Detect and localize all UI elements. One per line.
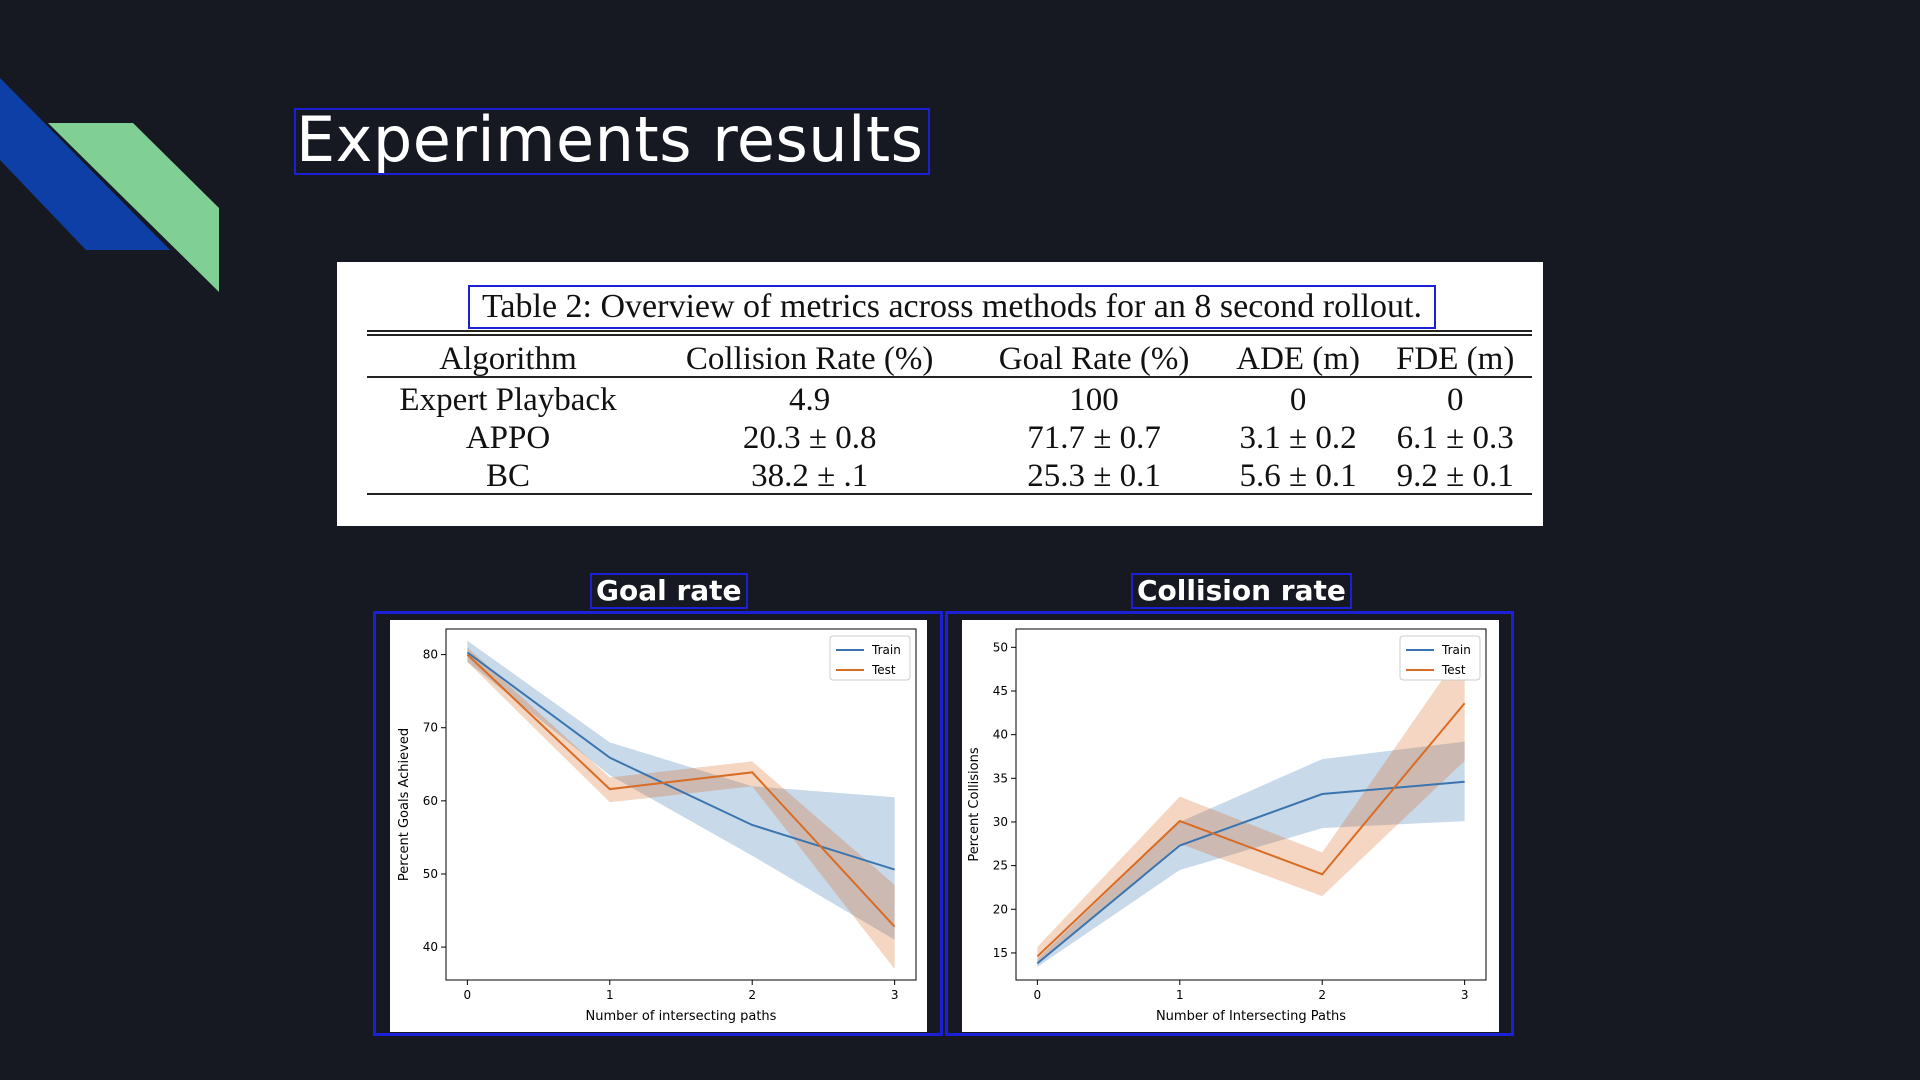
table-row: Expert Playback 4.9 100 0 0 (367, 381, 1532, 419)
collision-rate-title: Collision rate (1131, 573, 1352, 609)
collision-rate-chart: 0 1 2 3 15 20 25 30 35 40 45 50 Number of Intersecti… (962, 620, 1499, 1032)
table-cell: 9.2 ± 0.1 (1396, 458, 1514, 494)
y-tick-label: 30 (993, 815, 1008, 829)
column-header: ADE (m) (1236, 341, 1360, 377)
y-tick-label: 60 (423, 794, 438, 808)
series-line-test (1036, 702, 1466, 958)
table-cell: 6.1 ± 0.3 (1396, 420, 1514, 456)
y-tick-label: 25 (993, 859, 1008, 873)
table-caption: Table 2: Overview of metrics across meth… (468, 285, 1436, 329)
x-tick-label: 2 (748, 988, 756, 1002)
table-cell: 0 (1289, 382, 1307, 418)
bottom-rule (367, 493, 1532, 495)
header-rule (367, 376, 1532, 378)
top-rule-double (367, 334, 1532, 336)
goal-rate-chart: 0 1 2 3 40 50 60 70 80 Number of intersecting pat… (390, 620, 927, 1032)
blue-stripe (0, 78, 170, 250)
corner-decoration (0, 78, 219, 292)
column-header: FDE (m) (1396, 341, 1515, 377)
x-tick-label: 1 (606, 988, 614, 1002)
x-axis-label: Number of intersecting paths (586, 1009, 777, 1024)
table-cell: 25.3 ± 0.1 (1027, 458, 1161, 494)
y-tick-label: 45 (993, 684, 1008, 698)
table-cell: 100 (1069, 382, 1119, 418)
x-tick-label: 1 (1176, 988, 1184, 1002)
green-stripe (48, 123, 219, 292)
table-row: APPO 20.3 ± 0.8 71.7 ± 0.7 3.1 ± 0.2 6.1… (367, 419, 1532, 457)
x-tick-label: 0 (464, 988, 472, 1002)
top-rule (367, 330, 1532, 332)
legend-label-test: Test (871, 663, 896, 677)
x-axis-label: Number of Intersecting Paths (1156, 1009, 1346, 1024)
plot-area-frame (445, 628, 917, 981)
y-tick-label: 40 (423, 940, 438, 954)
goal-rate-plot-frame: 0 1 2 3 40 50 60 70 80 Number of intersecting pat… (373, 611, 943, 1036)
table-cell: 38.2 ± .1 (751, 458, 869, 494)
legend-label-test: Test (1441, 663, 1466, 677)
x-tick-label: 3 (1461, 988, 1469, 1002)
y-tick-label: 70 (423, 721, 438, 735)
series-line-train (466, 651, 895, 871)
series-line-test (466, 653, 896, 928)
collision-rate-plot-frame: 0 1 2 3 15 20 25 30 35 40 45 50 Number of Intersecti… (945, 611, 1514, 1036)
metrics-table: Algorithm Collision Rate (%) Goal Rate (… (367, 337, 1532, 495)
table-cell: 5.6 ± 0.1 (1239, 458, 1357, 494)
table-cell: APPO (465, 420, 551, 456)
y-tick-label: 50 (993, 640, 1008, 654)
column-header: Algorithm (439, 341, 577, 377)
table-cell: Expert Playback (399, 382, 617, 418)
y-axis-label: Percent Collisions (967, 747, 982, 861)
legend-label-train: Train (1441, 643, 1471, 657)
confidence-band-train (1037, 741, 1465, 967)
plot-area-frame (1015, 628, 1487, 981)
column-header: Collision Rate (%) (685, 341, 934, 377)
table-cell: 0 (1446, 382, 1464, 418)
table-cell: 71.7 ± 0.7 (1027, 420, 1161, 456)
column-header: Goal Rate (%) (998, 341, 1190, 377)
y-tick-label: 20 (993, 902, 1008, 916)
table-panel: Table 2: Overview of metrics across meth… (337, 262, 1543, 526)
table-cell: BC (485, 458, 531, 494)
slide-title: Experiments results (294, 108, 930, 175)
legend-label-train: Train (871, 643, 901, 657)
table-cell: 3.1 ± 0.2 (1239, 420, 1357, 456)
table-row: BC 38.2 ± .1 25.3 ± 0.1 5.6 ± 0.1 9.2 ± … (367, 457, 1532, 495)
y-tick-label: 40 (993, 728, 1008, 742)
y-tick-label: 15 (993, 946, 1008, 960)
y-tick-label: 50 (423, 867, 438, 881)
y-axis-label: Percent Goals Achieved (397, 728, 412, 881)
y-tick-label: 35 (993, 771, 1008, 785)
y-tick-label: 80 (423, 648, 438, 662)
table-cell: 4.9 (789, 382, 831, 418)
table-header-row: Algorithm Collision Rate (%) Goal Rate (… (367, 337, 1532, 381)
x-tick-label: 0 (1034, 988, 1042, 1002)
goal-rate-title: Goal rate (590, 573, 748, 609)
x-tick-label: 2 (1318, 988, 1326, 1002)
x-tick-label: 3 (891, 988, 899, 1002)
table-cell: 20.3 ± 0.8 (742, 420, 877, 456)
